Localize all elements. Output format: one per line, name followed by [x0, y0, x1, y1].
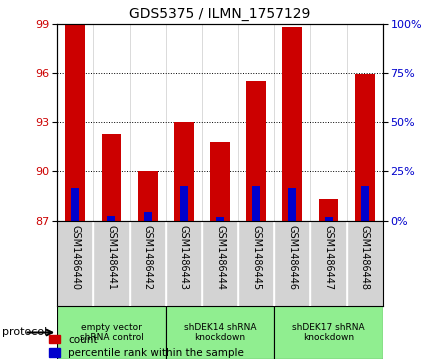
- Title: GDS5375 / ILMN_1757129: GDS5375 / ILMN_1757129: [129, 7, 311, 21]
- Text: GSM1486443: GSM1486443: [179, 225, 189, 290]
- Bar: [246, 81, 266, 221]
- Bar: [144, 212, 152, 221]
- Bar: [282, 27, 302, 221]
- Text: GSM1486448: GSM1486448: [360, 225, 370, 290]
- Text: GSM1486441: GSM1486441: [106, 225, 117, 290]
- Text: shDEK14 shRNA
knockdown: shDEK14 shRNA knockdown: [184, 323, 256, 342]
- Bar: [355, 74, 375, 221]
- Bar: [319, 199, 338, 221]
- Bar: [210, 142, 230, 221]
- Bar: [361, 186, 369, 221]
- Bar: [138, 171, 158, 221]
- Text: GSM1486447: GSM1486447: [323, 225, 334, 290]
- Bar: [180, 186, 188, 221]
- Text: GSM1486445: GSM1486445: [251, 225, 261, 290]
- Text: empty vector
shRNA control: empty vector shRNA control: [80, 323, 143, 342]
- Text: GSM1486442: GSM1486442: [143, 225, 153, 290]
- Bar: [216, 217, 224, 221]
- Bar: [71, 188, 79, 221]
- Bar: [274, 306, 383, 359]
- Bar: [107, 216, 115, 221]
- Text: GSM1486440: GSM1486440: [70, 225, 80, 290]
- Text: GSM1486446: GSM1486446: [287, 225, 297, 290]
- Text: shDEK17 shRNA
knockdown: shDEK17 shRNA knockdown: [292, 323, 365, 342]
- Bar: [288, 188, 296, 221]
- Bar: [252, 186, 260, 221]
- Bar: [166, 306, 274, 359]
- Legend: count, percentile rank within the sample: count, percentile rank within the sample: [49, 335, 244, 358]
- Bar: [57, 306, 166, 359]
- Bar: [174, 122, 194, 221]
- Bar: [325, 217, 333, 221]
- Text: GSM1486444: GSM1486444: [215, 225, 225, 290]
- Text: protocol: protocol: [2, 327, 48, 337]
- Bar: [102, 134, 121, 221]
- Bar: [66, 24, 85, 221]
